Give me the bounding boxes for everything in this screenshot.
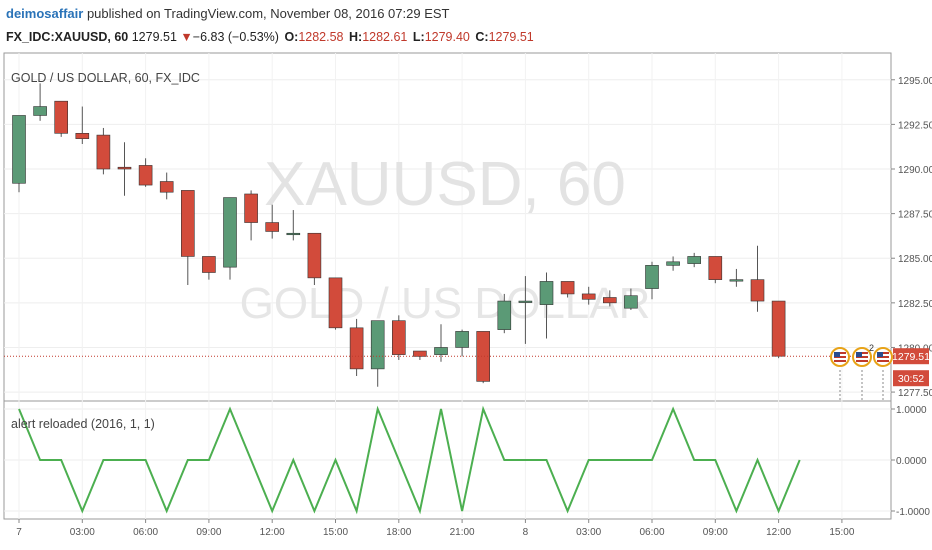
indicator-tick-label: -1.0000 [896, 507, 930, 518]
indicator-tick-label: 1.0000 [896, 405, 927, 416]
price-tick-label: 1295.00 [898, 76, 932, 87]
high-value: 1282.61 [362, 30, 408, 44]
main-pane-title: GOLD / US DOLLAR, 60, FX_IDC [11, 71, 200, 85]
indicator-tick-label: 0.0000 [896, 456, 927, 467]
candle-up [518, 276, 533, 344]
open-label: O: [284, 30, 299, 44]
symbol-label: FX_IDC:XAUUSD, 60 [6, 30, 129, 44]
us-flag-event-icon[interactable] [873, 347, 893, 400]
last-price: 1279.51 [131, 30, 177, 44]
close-value: 1279.51 [488, 30, 534, 44]
candle-down [138, 158, 153, 187]
time-tick-label: 21:00 [450, 527, 475, 538]
candle-down [771, 300, 786, 359]
candle-up [497, 293, 512, 334]
time-tick-label: 15:00 [323, 527, 348, 538]
candle-down [244, 190, 258, 241]
candle-up [687, 252, 702, 268]
indicator-line [18, 405, 801, 515]
price-tick-label: 1282.50 [898, 299, 932, 310]
candle-down [708, 256, 723, 284]
price-tick-label: 1290.00 [898, 165, 932, 176]
candle-down [750, 245, 765, 312]
candle-up [223, 197, 237, 280]
down-arrow-icon: ▼ [180, 30, 193, 44]
time-tick-label: 06:00 [133, 527, 158, 538]
time-tick-label: 03:00 [70, 527, 95, 538]
candle-down [117, 142, 132, 196]
candle-up [645, 261, 659, 300]
ohlc-header: FX_IDC:XAUUSD, 60 1279.51 ▼−6.83 (−0.53%… [6, 30, 534, 44]
candle-up [666, 256, 680, 271]
price-tick-label: 1277.50 [898, 388, 932, 399]
candle-down [181, 190, 195, 285]
open-value: 1282.58 [298, 30, 344, 44]
candle-up [729, 268, 744, 287]
main-pane[interactable] [3, 52, 892, 402]
time-tick-label: 8 [523, 527, 529, 538]
candle-down [159, 172, 174, 200]
candle-down [413, 350, 427, 360]
economic-events: 2 [830, 343, 893, 400]
countdown-tag-text: 30:52 [898, 373, 924, 385]
last-price-tag [893, 348, 929, 365]
candle-down [265, 204, 280, 239]
candle-down [96, 127, 111, 175]
candle-up [434, 324, 448, 362]
candle-down [202, 256, 216, 280]
candle-down [602, 290, 617, 307]
last-price-tag-text: 1279.51 [892, 351, 930, 363]
candle-up [624, 288, 638, 310]
indicator-axis[interactable]: 1.0000 0.0000 -1.0000 [891, 405, 930, 518]
candle-down [349, 318, 364, 377]
candle-down [391, 315, 406, 360]
candle-up [539, 272, 554, 339]
candle-down [476, 331, 491, 384]
candles [12, 83, 786, 387]
candle-down [328, 277, 343, 330]
watermark-symbol: XAUUSD, 60 [264, 150, 626, 219]
time-tick-label: 12:00 [766, 527, 791, 538]
indicator-pane-title: alert reloaded (2016, 1, 1) [11, 417, 155, 431]
candle-down [560, 281, 575, 298]
time-tick-label: 12:00 [260, 527, 285, 538]
candle-down [307, 232, 322, 285]
us-flag-event-icon[interactable]: 2 [852, 343, 874, 400]
close-label: C: [475, 30, 489, 44]
candle-up [455, 329, 469, 357]
candle-down [54, 100, 69, 137]
candle-down [75, 106, 90, 145]
low-value: 1279.40 [424, 30, 470, 44]
watermark-name: GOLD / US DOLLAR [240, 279, 651, 328]
candle-up [33, 83, 47, 121]
candle-down [581, 286, 596, 305]
event-count-badge: 2 [869, 343, 874, 353]
countdown-tag [893, 370, 929, 387]
time-tick-label: 09:00 [196, 527, 221, 538]
time-tick-label: 03:00 [576, 527, 601, 538]
candle-up [286, 210, 301, 241]
price-tick-label: 1292.50 [898, 120, 932, 131]
time-axis[interactable]: 7 03:00 06:00 09:00 12:00 15:00 18:00 21:00 8 03:… [16, 519, 855, 538]
low-label: L: [412, 30, 425, 44]
time-tick-label: 15:00 [829, 527, 854, 538]
candle-up [12, 115, 26, 193]
time-tick-label: 7 [16, 527, 22, 538]
price-tick-label: 1287.50 [898, 210, 932, 221]
high-label: H: [349, 30, 363, 44]
time-tick-label: 18:00 [386, 527, 411, 538]
time-tick-label: 06:00 [639, 527, 664, 538]
price-tick-label: 1285.00 [898, 254, 932, 265]
us-flag-event-icon[interactable] [830, 347, 850, 400]
publish-info: deimosaffair published on TradingView.co… [6, 6, 449, 21]
candle-up [370, 320, 385, 387]
author-link[interactable]: deimosaffair [6, 6, 84, 21]
published-text: published on TradingView.com, November 0… [86, 6, 450, 21]
time-tick-label: 09:00 [703, 527, 728, 538]
change-value: −6.83 (−0.53%) [192, 30, 279, 44]
grid [4, 53, 891, 519]
